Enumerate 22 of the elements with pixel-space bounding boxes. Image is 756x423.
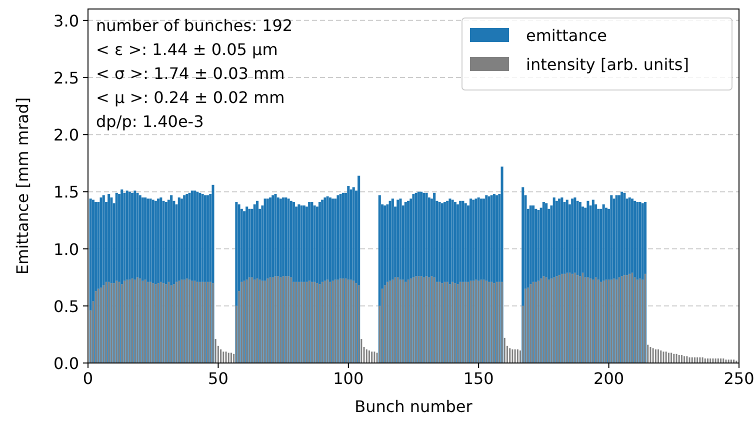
y-tick-label: 3.0 [54, 11, 79, 30]
x-tick-label: 250 [724, 369, 754, 388]
x-tick-label: 100 [333, 369, 364, 388]
legend-label: emittance [526, 26, 608, 45]
y-axis-title: Emittance [mm mrad] [13, 97, 32, 275]
x-axis-title: Bunch number [354, 397, 473, 416]
y-tick-label: 1.5 [54, 182, 79, 202]
annotation: number of bunches: 192 [96, 16, 293, 35]
y-tick-label: 2.0 [54, 126, 79, 145]
annotation: dp/p: 1.40e-3 [96, 112, 204, 131]
x-tick-label: 200 [594, 369, 624, 388]
y-tick-label: 0.5 [54, 296, 79, 316]
annotation: < ε >: 1.44 ± 0.05 μm [96, 40, 278, 59]
annotation: < σ >: 1.74 ± 0.03 mm [96, 64, 285, 83]
x-tick-label: 50 [208, 369, 228, 388]
x-tick-label: 0 [82, 369, 94, 388]
y-tick-label: 0.0 [54, 354, 79, 373]
x-tick-label: 150 [463, 369, 494, 388]
legend-label: intensity [arb. units] [526, 55, 689, 74]
y-tick-label: 2.5 [54, 68, 79, 88]
annotation: < μ >: 0.24 ± 0.02 mm [96, 88, 285, 107]
y-tick-label: 1.0 [54, 240, 79, 259]
